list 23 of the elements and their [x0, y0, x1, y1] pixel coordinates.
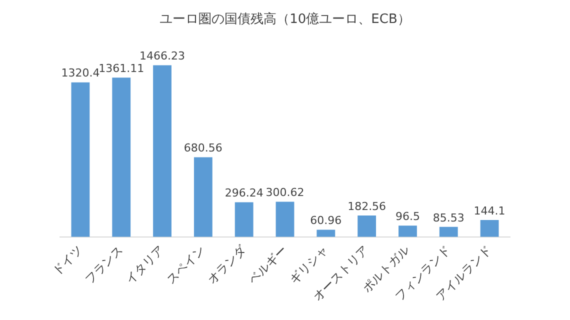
bar [153, 65, 172, 237]
data-label: 96.5 [395, 210, 420, 223]
bar [398, 226, 417, 237]
bar [358, 216, 376, 237]
data-label: 296.24 [224, 186, 264, 200]
bar [194, 157, 212, 237]
data-label: 1466.23 [140, 50, 186, 63]
data-label: 85.53 [432, 211, 464, 224]
data-label: 182.56 [348, 200, 386, 213]
data-label: 1320.4 [61, 66, 100, 80]
data-label: 680.56 [184, 142, 222, 155]
bar [112, 78, 131, 237]
data-label: 300.62 [266, 186, 304, 200]
bar [439, 226, 458, 237]
bar [316, 230, 336, 237]
data-label: 144.1 [474, 204, 506, 218]
bar [234, 202, 254, 237]
bar [480, 220, 499, 237]
bar [276, 202, 294, 237]
chart-title: ユーロ圏の国債残高（10億ユーロ、ECB） [160, 11, 410, 28]
bar [71, 82, 90, 237]
data-label: 60.96 [310, 214, 342, 228]
data-label: 1361.11 [98, 62, 144, 75]
